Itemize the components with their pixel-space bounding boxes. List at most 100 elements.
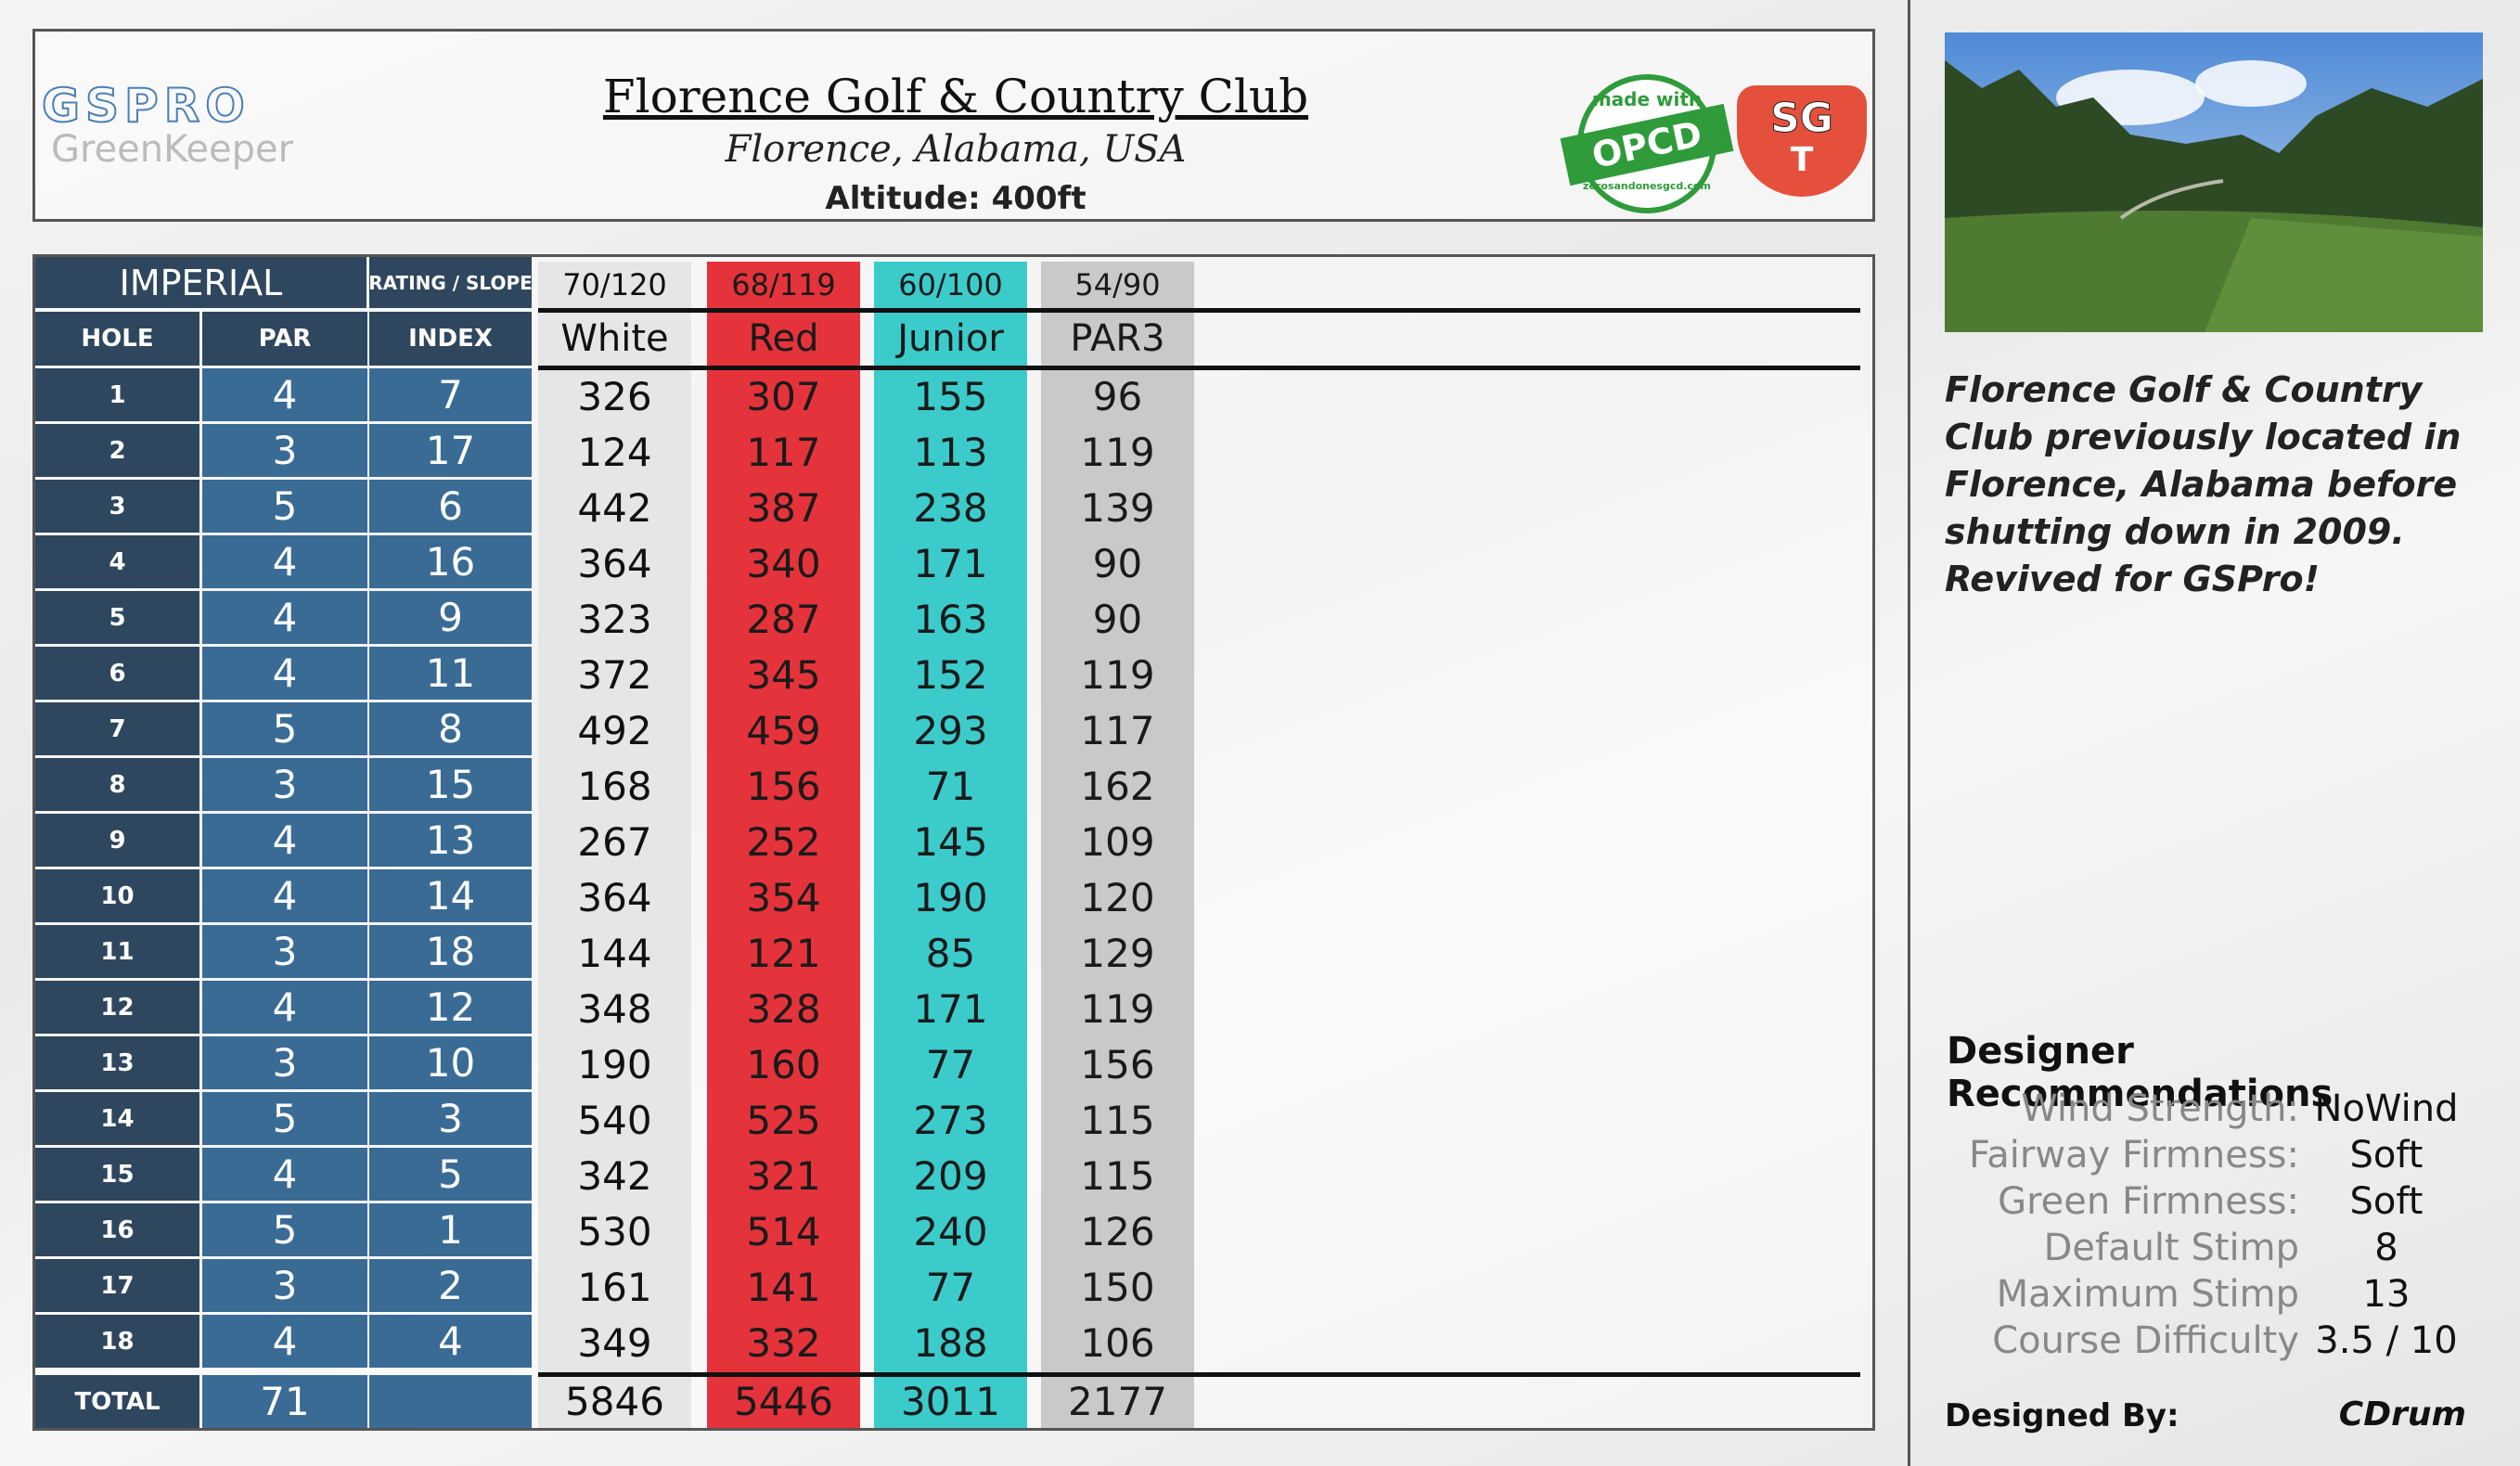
tee-total: 5446 [734, 1379, 833, 1424]
recommendation-label: Green Firmness: [1998, 1180, 2299, 1223]
hole-number: 7 [35, 702, 199, 755]
yardage: 156 [746, 763, 821, 809]
yardage: 155 [913, 373, 988, 419]
yardage: 119 [1080, 985, 1155, 1032]
index-cell: 6 [369, 480, 532, 533]
yardage: 323 [577, 596, 652, 642]
recommendation-label: Wind Strength: [2021, 1087, 2299, 1130]
yardage: 442 [577, 484, 652, 531]
column-header: HOLE [35, 312, 199, 366]
hole-number: 4 [35, 535, 199, 588]
yardage: 77 [925, 1264, 976, 1310]
yardage: 364 [577, 874, 652, 920]
yardage: 121 [746, 930, 821, 976]
tee-column [707, 262, 860, 1428]
yardage: 354 [746, 874, 821, 920]
par-cell: 4 [202, 1315, 367, 1368]
par-cell: 5 [202, 1092, 367, 1145]
badge-top: made with [1591, 88, 1703, 110]
yardage: 161 [577, 1264, 652, 1310]
tee-column [538, 262, 691, 1428]
par-cell: 3 [202, 1259, 367, 1312]
par-cell: 4 [202, 869, 367, 922]
par-cell: 4 [202, 591, 367, 644]
yardage: 109 [1080, 818, 1155, 865]
yardage: 90 [1092, 540, 1143, 586]
recommendation-value: NoWind [2314, 1087, 2459, 1130]
recommendation-value: Soft [2349, 1180, 2424, 1223]
tee-total: 2177 [1068, 1379, 1167, 1424]
index-cell: 2 [369, 1259, 532, 1312]
hole-number: 13 [35, 1036, 199, 1089]
par-cell: 4 [202, 981, 367, 1034]
yardage: 90 [1092, 596, 1143, 642]
index-cell: 7 [369, 368, 532, 421]
par-cell: 4 [202, 647, 367, 700]
recommendation-value: 3.5 / 10 [2315, 1319, 2458, 1362]
sgt-top: SG [1770, 95, 1834, 143]
yardage: 287 [746, 596, 821, 642]
par-cell: 3 [202, 758, 367, 811]
yardage: 514 [746, 1208, 821, 1254]
altitude: Altitude: 400ft [825, 180, 1086, 217]
yardage: 273 [913, 1097, 988, 1143]
hole-number: 11 [35, 925, 199, 978]
par-cell: 4 [202, 535, 367, 588]
index-cell: 9 [369, 591, 532, 644]
yardage: 124 [577, 429, 652, 475]
yardage: 171 [913, 985, 988, 1032]
tee-total: 3011 [901, 1379, 1000, 1424]
description: Florence Golf & Country Club previously … [1945, 369, 2462, 599]
tee-name: Junior [897, 317, 1004, 360]
logo: GSPRO [41, 78, 251, 134]
total-label: TOTAL [35, 1375, 199, 1428]
course-image [1945, 32, 2483, 332]
hole-number: 12 [35, 981, 199, 1034]
yardage: 106 [1080, 1319, 1155, 1366]
yardage: 117 [746, 429, 821, 475]
tee-name: Red [748, 317, 819, 360]
index-cell: 3 [369, 1092, 532, 1145]
yardage: 156 [1080, 1041, 1155, 1087]
yardage: 115 [1080, 1097, 1155, 1143]
index-cell: 13 [369, 814, 532, 867]
hole-number: 2 [35, 424, 199, 477]
yardage: 459 [746, 707, 821, 753]
yardage: 326 [577, 373, 652, 419]
tee-rating: 70/120 [562, 267, 667, 302]
hole-number: 18 [35, 1315, 199, 1368]
recommendation-value: Soft [2349, 1134, 2424, 1177]
designer-label: Designed By: [1945, 1397, 2179, 1434]
index-cell: 15 [369, 758, 532, 811]
recommendation-label: Fairway Firmness: [1968, 1134, 2299, 1177]
yardage: 328 [746, 985, 821, 1032]
yardage: 349 [577, 1319, 652, 1366]
recommendation-label: Default Stimp [2043, 1227, 2299, 1269]
course-location: Florence, Alabama, USA [725, 128, 1187, 171]
index-cell: 18 [369, 925, 532, 978]
tee-column [1041, 262, 1194, 1428]
badge-bottom: zerosandonesgcd.com [1583, 179, 1711, 192]
units-header: IMPERIAL [35, 257, 366, 308]
par-cell: 5 [202, 702, 367, 755]
hole-number: 1 [35, 368, 199, 421]
hole-number: 8 [35, 758, 199, 811]
rule-line [538, 308, 1860, 313]
par-cell: 4 [202, 814, 367, 867]
yardage: 113 [913, 429, 988, 475]
yardage: 115 [1080, 1152, 1155, 1199]
sgt-bottom: T [1790, 140, 1814, 179]
yardage: 129 [1080, 930, 1155, 976]
yardage: 168 [577, 763, 652, 809]
yardage: 77 [925, 1041, 976, 1087]
yardage: 342 [577, 1152, 652, 1199]
index-cell: 4 [369, 1315, 532, 1368]
hole-number: 3 [35, 480, 199, 533]
par-cell: 3 [202, 1036, 367, 1089]
par-total: 71 [202, 1375, 367, 1428]
yardage: 119 [1080, 651, 1155, 698]
divider [1908, 0, 1910, 1466]
index-cell: 5 [369, 1148, 532, 1201]
yardage: 267 [577, 818, 652, 865]
column-header: PAR [202, 312, 367, 366]
